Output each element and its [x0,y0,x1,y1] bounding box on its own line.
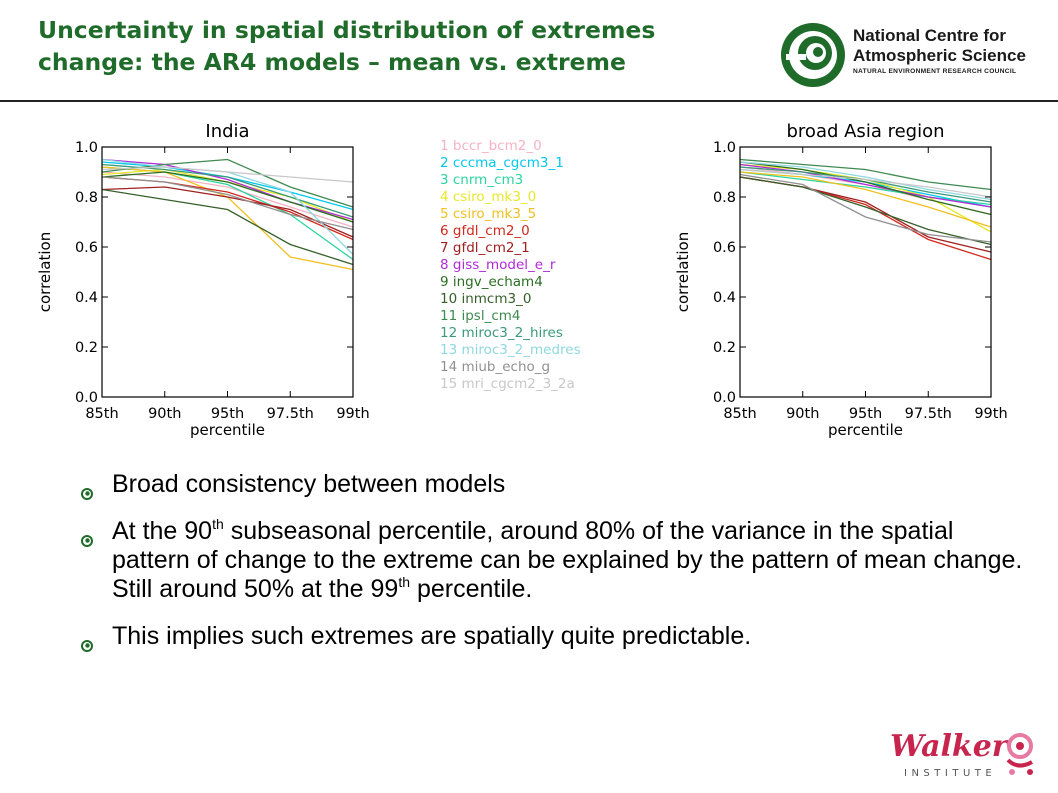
legend-item-1: 1 bccr_bcm2_0 [440,138,542,154]
series-line-10 [101,188,354,266]
legend-item-10: 10 inmcm3_0 [440,291,532,307]
walker-swirl-icon [1006,733,1033,775]
legend-item-14: 14 miub_echo_g [440,359,551,375]
slide-title-line1: Uncertainty in spatial distribution of e… [38,16,656,44]
series-line-13 [739,161,992,201]
series-line-11 [101,158,354,208]
bullet-text: At the 90 [112,517,213,545]
walker-name: Walker [890,729,1010,764]
bullet-text: Broad consistency between models [112,470,506,498]
legend-item-9: 9 ingv_echam4 [440,274,543,290]
x-axis-label: percentile [828,421,903,439]
series-line-2 [101,161,354,211]
y-tick-label: 0.0 [75,390,98,406]
slide-title: Uncertainty in spatial distribution of e… [38,14,758,78]
chart-title: India [205,121,249,142]
x-tick-label: 99th [336,406,369,422]
ordinal-suffix: th [212,516,224,532]
bullet-list: Broad consistency between models At the 9… [80,470,1030,669]
y-tick-label: 0.0 [713,390,736,406]
series-line-15 [101,166,354,183]
y-tick-label: 0.8 [75,190,98,206]
series-line-3 [739,171,992,206]
legend-item-15: 15 mri_cgcm2_3_2a [440,376,575,392]
y-tick-label: 0.4 [713,290,736,306]
series-line-14 [739,173,992,243]
series-line-9 [101,171,354,223]
series-line-8 [739,163,992,208]
x-tick-label: 97.5th [905,406,952,422]
legend-item-3: 3 cnrm_cm3 [440,172,524,188]
x-axis-label: percentile [190,421,265,439]
bullet-item: At the 90th subseasonal percentile, arou… [80,517,1030,604]
chart-title: broad Asia region [787,121,945,142]
y-axis-label: correlation [674,232,692,313]
bullet-swirl-icon [80,526,94,547]
logo-line1: National Centre for [853,26,1007,45]
x-tick-label: 97.5th [267,406,314,422]
y-tick-label: 0.2 [713,340,736,356]
ncas-swirl-icon [781,23,845,87]
series-line-3 [101,166,354,261]
y-tick-label: 0.4 [75,290,98,306]
india-chart: India 0.0 0.2 0.4 0.6 0.8 1.0 85th 90th 95th 97.5t… [36,121,370,439]
x-tick-label: 99th [974,406,1007,422]
x-tick-label: 90th [148,406,181,422]
x-tick-label: 85th [85,406,118,422]
bullet-item: This implies such extremes are spatially… [80,622,1030,652]
header-divider [0,100,1058,102]
y-tick-label: 0.6 [713,240,736,256]
legend-item-2: 2 cccma_cgcm3_1 [440,155,564,171]
legend-item-8: 8 giss_model_e_r [440,257,556,273]
y-tick-label: 0.8 [713,190,736,206]
logo-line3: NATURAL ENVIRONMENT RESEARCH COUNCIL [853,68,1017,75]
bullet-swirl-icon [80,631,94,652]
series-line-5 [739,171,992,228]
series-line-10 [739,176,992,246]
slide-title-line2: change: the AR4 models – mean vs. extrem… [38,48,626,76]
x-tick-label: 85th [723,406,756,422]
series-line-7 [101,186,354,238]
legend-item-5: 5 csiro_mk3_5 [440,206,537,222]
y-tick-label: 0.2 [75,340,98,356]
ordinal-suffix: th [398,574,410,590]
logo-line2: Atmospheric Science [853,46,1026,65]
bullet-text: This implies such extremes are spatially… [112,622,752,650]
legend-item-11: 11 ipsl_cm4 [440,308,521,324]
x-tick-label: 95th [849,406,882,422]
series-line-15 [739,168,992,198]
legend: 1 bccr_bcm2_0 2 cccma_cgcm3_1 3 cnrm_cm3 4 … [440,138,670,393]
y-tick-label: 1.0 [75,140,98,156]
series-line-9 [739,161,992,216]
legend-item-6: 6 gfdl_cm2_0 [440,223,530,239]
series-line-8 [101,158,354,221]
walker-institute-logo: Walker INSTITUTE [890,726,1040,786]
y-tick-label: 1.0 [713,140,736,156]
bullet-text: percentile. [410,575,533,603]
legend-item-4: 4 csiro_mk3_0 [440,189,537,205]
y-tick-label: 0.6 [75,240,98,256]
legend-item-12: 12 miroc3_2_hires [440,325,563,341]
ncas-logo: National Centre for Atmospheric Science … [778,20,1058,90]
asia-chart: broad Asia region 0.0 0.2 0.4 0.6 0.8 1.0 85th 9… [674,121,1008,439]
series-line-11 [739,158,992,191]
bullet-swirl-icon [80,479,94,500]
legend-item-13: 13 miroc3_2_medres [440,342,581,358]
bullet-item: Broad consistency between models [80,470,1030,500]
series-line-14 [101,176,354,231]
legend-item-7: 7 gfdl_cm2_1 [440,240,530,256]
walker-sub: INSTITUTE [904,768,996,779]
x-tick-label: 95th [211,406,244,422]
y-axis-label: correlation [36,232,54,313]
x-tick-label: 90th [786,406,819,422]
bullet-text: subseasonal percentile, around 80% of th… [112,517,1023,603]
